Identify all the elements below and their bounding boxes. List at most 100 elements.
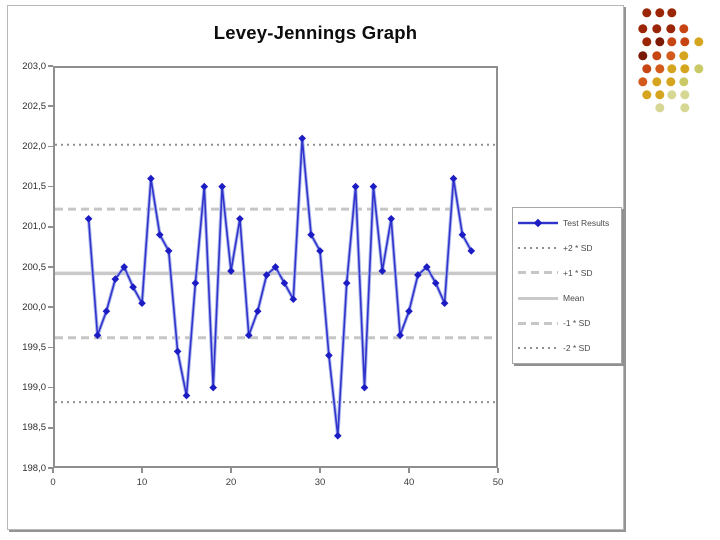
decorative-dot-icon — [652, 24, 662, 34]
x-tick — [52, 468, 54, 473]
y-tick — [48, 105, 53, 107]
y-tick-label: 199,5 — [22, 341, 46, 353]
legend-solid-line — [518, 296, 558, 300]
legend-item: +1 * SD — [513, 261, 621, 285]
legend-item-label: -2 * SD — [563, 343, 591, 354]
x-tick — [408, 468, 410, 473]
decorative-dot-icon — [680, 64, 690, 74]
legend-item: -1 * SD — [513, 311, 621, 335]
y-tick — [48, 467, 53, 469]
decorative-dot-icon — [667, 90, 677, 100]
data-point-marker — [280, 279, 289, 287]
decorative-dot-icon — [667, 8, 677, 18]
data-point-marker — [316, 247, 324, 255]
decorative-dot-icon — [679, 51, 689, 61]
y-tick — [48, 226, 53, 228]
decorative-dot-icon — [655, 8, 665, 18]
y-tick — [48, 185, 53, 188]
series-halo — [86, 136, 473, 438]
data-point-marker — [387, 214, 396, 223]
data-point-marker — [298, 134, 307, 143]
legend-swatch-series — [518, 218, 558, 227]
y-tick-label: 200,0 — [22, 301, 46, 313]
data-point-marker — [325, 351, 333, 360]
decorative-dot-icon — [679, 24, 689, 34]
decorative-dot-icon — [694, 64, 704, 74]
data-point-marker — [244, 331, 253, 340]
y-tick-label: 199,0 — [22, 382, 46, 394]
legend-dotted-line — [518, 347, 558, 350]
y-tick — [48, 65, 53, 67]
data-point-marker — [414, 271, 422, 279]
decorative-dot-icon — [642, 37, 652, 47]
y-tick — [48, 266, 53, 268]
decorative-dot-icon — [680, 103, 690, 113]
decorative-dot-icon — [666, 77, 676, 87]
data-point-marker — [422, 263, 431, 271]
x-tick-label: 40 — [403, 477, 415, 488]
data-point-marker — [405, 307, 413, 316]
data-point-marker — [173, 347, 182, 356]
y-tick-label: 202,5 — [22, 100, 46, 112]
legend-dashed-line — [518, 321, 558, 325]
legend-item: Test Results — [513, 211, 621, 235]
decorative-dot-icon — [638, 51, 648, 61]
data-point-marker — [111, 275, 120, 283]
legend-swatch-dotted — [518, 243, 558, 252]
legend: Test Results +2 * SD +1 * SD Mean -1 * SD -2 … — [512, 207, 622, 364]
legend-dashed-line — [518, 271, 558, 275]
decorative-dot-icon — [680, 90, 690, 100]
data-point-marker — [449, 174, 458, 183]
decorative-dot-icon — [694, 37, 704, 47]
legend-item-label: Mean — [563, 293, 585, 304]
decorative-dot-icon — [652, 77, 662, 87]
decorative-dot-icon — [655, 64, 665, 74]
decorative-dot-icon — [655, 103, 665, 113]
y-tick — [48, 346, 53, 349]
decorative-dot-icon — [638, 24, 648, 34]
data-point-marker — [236, 214, 244, 223]
data-point-marker — [209, 383, 218, 392]
y-tick-label: 203,0 — [22, 60, 46, 72]
chart-title: Levey-Jennings Graph — [213, 22, 418, 43]
data-point-marker — [200, 182, 209, 191]
y-tick — [48, 427, 53, 429]
data-point-marker — [378, 267, 387, 275]
y-tick-label: 198,5 — [22, 422, 46, 434]
series-line — [87, 137, 473, 437]
decorative-dot-icon — [655, 37, 665, 47]
data-point-marker — [147, 174, 155, 183]
legend-item: +2 * SD — [513, 236, 621, 260]
y-tick — [48, 145, 53, 148]
data-point-marker — [218, 182, 226, 191]
legend-swatch-solid — [518, 294, 558, 303]
data-point-marker — [431, 279, 440, 287]
plot-area — [53, 66, 498, 468]
data-point-marker — [351, 182, 360, 191]
plot-border — [53, 66, 498, 468]
y-tick-label: 200,5 — [22, 261, 46, 273]
x-tick-label: 30 — [314, 477, 326, 488]
data-point-marker — [360, 383, 369, 392]
x-tick — [319, 468, 321, 473]
decorative-dot-icon — [667, 37, 677, 47]
data-point-marker — [129, 283, 137, 291]
legend-item-label: +1 * SD — [563, 267, 593, 278]
decorative-dot-icon — [666, 51, 676, 61]
decorative-dot-icon — [652, 51, 662, 61]
x-tick — [141, 468, 143, 473]
legend-swatch-dotted — [518, 344, 558, 353]
data-point-marker — [342, 279, 351, 287]
data-point-marker — [271, 263, 280, 271]
x-tick — [230, 468, 232, 473]
y-tick-label: 202,0 — [22, 140, 46, 152]
legend-swatch-dashed — [518, 319, 558, 328]
legend-item-label: Test Results — [563, 217, 610, 228]
decorative-dot-icon — [679, 77, 689, 87]
y-tick — [48, 306, 53, 308]
data-point-marker — [333, 431, 342, 440]
legend-item-label: +2 * SD — [563, 242, 593, 253]
decorative-dot-icon — [642, 64, 652, 74]
data-point-marker — [227, 267, 235, 275]
decorative-dot-icon — [666, 24, 676, 34]
